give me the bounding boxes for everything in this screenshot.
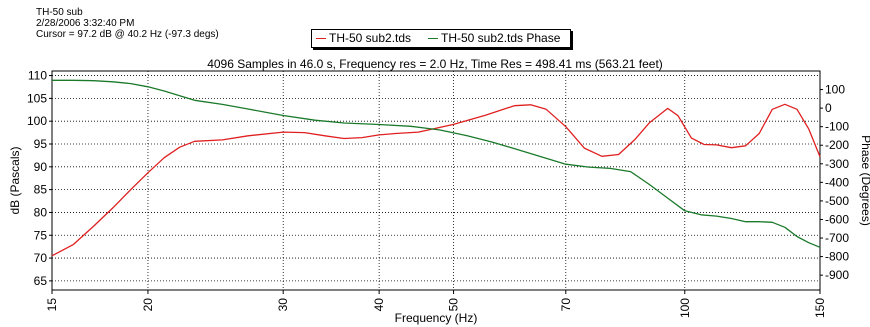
chart-legend[interactable]: TH-50 sub2.tds TH-50 sub2.tds Phase [311, 29, 571, 48]
x-tick-label: 50 [447, 298, 461, 312]
y-axis-right-label: Phase (Degrees) [859, 135, 870, 226]
x-tick-label: 30 [276, 298, 290, 312]
y-right-tick-label: 100 [825, 83, 845, 97]
x-axis-label: Frequency (Hz) [395, 311, 478, 325]
y-left-tick-label: 90 [34, 160, 48, 174]
legend-label-phase: TH-50 sub2.tds Phase [441, 31, 561, 45]
y-left-tick-label: 85 [34, 183, 48, 197]
y-right-tick-label: -300 [825, 157, 849, 171]
y-left-tick-label: 105 [27, 91, 47, 105]
legend-label-magnitude: TH-50 sub2.tds [329, 31, 412, 45]
legend-swatch-phase [428, 38, 438, 39]
header-title: TH-50 sub [36, 7, 83, 18]
y-axis-left-label: dB (Pascals) [8, 146, 22, 214]
header-cursor-readout: Cursor = 97.2 dB @ 40.2 Hz (-97.3 degs) [36, 29, 219, 40]
y-left-tick-label: 80 [34, 205, 48, 219]
x-tick-label: 100 [678, 298, 692, 318]
header-timestamp: 2/28/2006 3:32:40 PM [36, 18, 135, 29]
y-right-tick-label: -500 [825, 194, 849, 208]
y-left-tick-label: 95 [34, 137, 48, 151]
series-line-phase [52, 79, 821, 248]
y-right-tick-label: -600 [825, 212, 849, 226]
y-right-tick-label: -400 [825, 175, 849, 189]
legend-swatch-magnitude [316, 38, 326, 39]
series-line-magnitude [51, 103, 821, 257]
y-right-tick-label: -700 [825, 231, 849, 245]
y-right-tick-label: -900 [825, 268, 849, 282]
x-tick-label: 20 [141, 298, 155, 312]
x-tick-label: 150 [813, 298, 827, 318]
y-left-tick-label: 100 [27, 114, 47, 128]
y-left-tick-label: 65 [34, 274, 48, 288]
y-right-tick-label: -800 [825, 250, 849, 264]
x-tick-label: 70 [559, 298, 573, 312]
y-left-tick-label: 75 [34, 228, 48, 242]
chart-subtitle: 4096 Samples in 46.0 s, Frequency res = … [207, 57, 663, 71]
y-left-tick-label: 70 [34, 251, 48, 265]
plot-area [51, 70, 821, 291]
x-tick-label: 40 [372, 298, 386, 312]
x-tick-label: 15 [45, 298, 59, 312]
y-right-tick-label: -200 [825, 138, 849, 152]
y-left-tick-label: 110 [28, 69, 47, 83]
y-right-tick-label: 0 [825, 101, 832, 115]
y-right-tick-label: -100 [825, 120, 849, 134]
